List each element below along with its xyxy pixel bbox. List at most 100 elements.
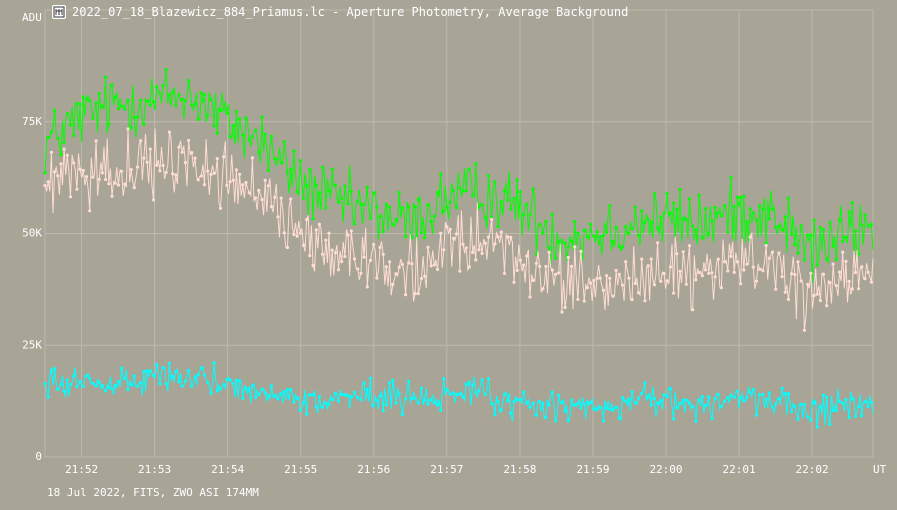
data-point bbox=[608, 276, 612, 280]
data-point bbox=[633, 205, 637, 209]
data-point bbox=[614, 405, 618, 410]
data-point bbox=[821, 272, 826, 276]
data-point bbox=[681, 398, 685, 402]
data-point bbox=[397, 265, 401, 269]
x-tick-label: 21:53 bbox=[138, 463, 171, 476]
data-point bbox=[608, 407, 612, 411]
data-point bbox=[177, 380, 181, 384]
data-point bbox=[167, 93, 171, 97]
data-point bbox=[754, 218, 759, 222]
data-point bbox=[486, 235, 491, 239]
data-point bbox=[362, 203, 366, 207]
data-point bbox=[244, 387, 248, 391]
data-point bbox=[458, 269, 462, 273]
data-point bbox=[684, 282, 688, 286]
data-point bbox=[774, 225, 778, 230]
data-point bbox=[164, 170, 168, 174]
data-point bbox=[445, 205, 449, 209]
data-point bbox=[78, 102, 82, 106]
data-point bbox=[758, 393, 762, 397]
data-point bbox=[167, 361, 171, 366]
data-point bbox=[135, 165, 140, 169]
data-point bbox=[486, 174, 491, 178]
data-point bbox=[222, 155, 226, 159]
data-point bbox=[97, 380, 101, 384]
data-point bbox=[129, 126, 133, 130]
data-point bbox=[410, 397, 414, 401]
y-tick-label: 50K bbox=[22, 227, 42, 240]
data-point bbox=[435, 267, 440, 271]
x-axis: 21:52 21:53 21:54 21:55 21:56 21:57 21:58 21:59… bbox=[65, 463, 829, 476]
photometry-app-icon[interactable] bbox=[52, 5, 66, 19]
data-point bbox=[397, 392, 401, 396]
data-point bbox=[78, 167, 82, 171]
data-point bbox=[742, 398, 746, 402]
data-point bbox=[557, 393, 561, 397]
data-point bbox=[499, 200, 503, 204]
data-point bbox=[174, 173, 178, 177]
data-point bbox=[46, 180, 50, 184]
data-point bbox=[739, 282, 743, 286]
data-point bbox=[161, 84, 165, 88]
data-point bbox=[445, 388, 449, 392]
data-point bbox=[806, 415, 810, 419]
data-point bbox=[700, 274, 704, 278]
data-point bbox=[241, 183, 245, 187]
data-point bbox=[614, 225, 618, 229]
data-point bbox=[161, 163, 165, 168]
data-point bbox=[815, 292, 819, 296]
data-point bbox=[212, 361, 216, 365]
data-point bbox=[352, 390, 357, 394]
data-point bbox=[65, 378, 69, 382]
data-point bbox=[668, 387, 673, 391]
data-point bbox=[547, 246, 551, 250]
data-point bbox=[790, 410, 794, 414]
x-tick-label: 21:58 bbox=[503, 463, 536, 476]
data-point bbox=[161, 366, 165, 370]
data-point bbox=[356, 199, 360, 204]
data-point bbox=[317, 394, 321, 399]
data-point bbox=[745, 262, 749, 266]
data-point bbox=[206, 113, 210, 117]
data-point bbox=[435, 403, 440, 407]
data-point bbox=[187, 78, 191, 83]
data-point bbox=[550, 390, 554, 394]
data-point bbox=[397, 190, 401, 195]
data-point bbox=[627, 397, 631, 401]
data-point bbox=[553, 419, 558, 423]
data-point bbox=[707, 232, 711, 236]
data-point bbox=[662, 271, 666, 276]
data-point bbox=[544, 219, 548, 223]
data-point bbox=[394, 218, 398, 222]
data-point bbox=[796, 417, 800, 421]
data-point bbox=[812, 401, 816, 405]
data-point bbox=[375, 398, 379, 402]
data-point bbox=[569, 398, 574, 402]
data-point bbox=[49, 150, 54, 154]
data-point bbox=[774, 287, 778, 291]
data-point bbox=[151, 198, 156, 202]
data-point bbox=[611, 294, 615, 298]
data-point bbox=[863, 400, 867, 404]
data-point bbox=[285, 245, 290, 250]
data-point bbox=[116, 107, 120, 111]
data-point bbox=[837, 270, 842, 274]
data-point bbox=[234, 109, 238, 114]
data-point bbox=[384, 202, 388, 207]
data-point bbox=[88, 209, 92, 213]
data-point bbox=[295, 234, 299, 238]
data-point bbox=[802, 258, 807, 262]
data-point bbox=[866, 224, 870, 228]
data-point bbox=[298, 231, 302, 235]
data-point bbox=[799, 224, 803, 228]
data-point bbox=[455, 206, 459, 210]
data-point bbox=[324, 401, 328, 405]
data-point bbox=[199, 366, 203, 370]
data-point bbox=[375, 205, 379, 209]
data-point bbox=[442, 209, 446, 213]
data-point bbox=[486, 377, 491, 381]
data-point bbox=[863, 213, 867, 217]
data-point bbox=[381, 409, 385, 413]
data-point bbox=[509, 411, 513, 415]
data-point bbox=[279, 392, 283, 396]
